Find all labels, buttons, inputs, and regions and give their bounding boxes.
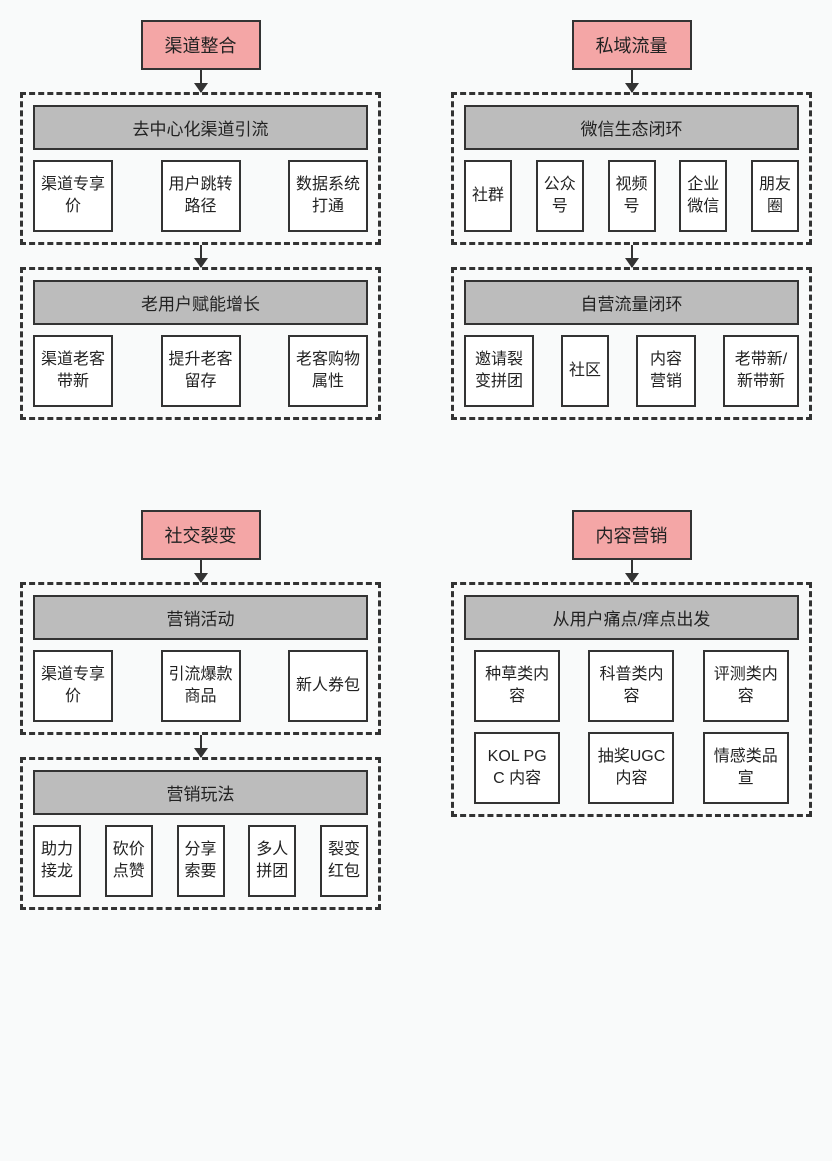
section-content-marketing: 内容营销 从用户痛点/痒点出发 种草类内容 科普类内容 评测类内容 KOL PG… — [451, 510, 812, 910]
item-box: 渠道老客带新 — [33, 335, 113, 407]
item-box: 抽奖UGC 内容 — [588, 732, 674, 804]
arrow-icon — [200, 245, 202, 267]
item-box: 评测类内容 — [703, 650, 789, 722]
item-box: 数据系统打通 — [288, 160, 368, 232]
panel-header: 老用户赋能增长 — [33, 280, 368, 325]
item-row: 渠道专享价 引流爆款商品 新人券包 — [33, 650, 368, 722]
item-row: 渠道专享价 用户跳转路径 数据系统打通 — [33, 160, 368, 232]
item-row: 渠道老客带新 提升老客留存 老客购物属性 — [33, 335, 368, 407]
panel: 自营流量闭环 邀请裂变拼团 社区 内容营销 老带新/新带新 — [451, 267, 812, 420]
panel: 老用户赋能增长 渠道老客带新 提升老客留存 老客购物属性 — [20, 267, 381, 420]
diagram-grid: 渠道整合 去中心化渠道引流 渠道专享价 用户跳转路径 数据系统打通 老用户赋能增… — [20, 20, 812, 910]
item-box: 助力接龙 — [33, 825, 81, 897]
title-box: 社交裂变 — [141, 510, 261, 560]
section-private-traffic: 私域流量 微信生态闭环 社群 公众号 视频号 企业微信 朋友圈 自营流量闭环 邀… — [451, 20, 812, 420]
item-box: 邀请裂变拼团 — [464, 335, 534, 407]
panel-header: 营销玩法 — [33, 770, 368, 815]
arrow-icon — [631, 70, 633, 92]
item-box: 内容营销 — [636, 335, 696, 407]
item-box: 老客购物属性 — [288, 335, 368, 407]
item-box: 社区 — [561, 335, 609, 407]
item-row: 助力接龙 砍价点赞 分享索要 多人拼团 裂变红包 — [33, 825, 368, 897]
item-box: 分享索要 — [177, 825, 225, 897]
item-box: KOL PGC 内容 — [474, 732, 560, 804]
item-row: 邀请裂变拼团 社区 内容营销 老带新/新带新 — [464, 335, 799, 407]
section-social-fission: 社交裂变 营销活动 渠道专享价 引流爆款商品 新人券包 营销玩法 助力接龙 砍价… — [20, 510, 381, 910]
item-row: 种草类内容 科普类内容 评测类内容 KOL PGC 内容 抽奖UGC 内容 情感… — [464, 650, 799, 804]
panel-header: 去中心化渠道引流 — [33, 105, 368, 150]
item-box: 视频号 — [608, 160, 656, 232]
title-box: 私域流量 — [572, 20, 692, 70]
item-box: 多人拼团 — [248, 825, 296, 897]
item-box: 砍价点赞 — [105, 825, 153, 897]
item-box: 用户跳转路径 — [161, 160, 241, 232]
panel-header: 从用户痛点/痒点出发 — [464, 595, 799, 640]
item-box: 公众号 — [536, 160, 584, 232]
panel-header: 自营流量闭环 — [464, 280, 799, 325]
item-box: 情感类品宣 — [703, 732, 789, 804]
arrow-icon — [200, 735, 202, 757]
arrow-icon — [200, 70, 202, 92]
item-box: 渠道专享价 — [33, 160, 113, 232]
section-channel-integration: 渠道整合 去中心化渠道引流 渠道专享价 用户跳转路径 数据系统打通 老用户赋能增… — [20, 20, 381, 420]
item-box: 裂变红包 — [320, 825, 368, 897]
item-box: 引流爆款商品 — [161, 650, 241, 722]
panel: 去中心化渠道引流 渠道专享价 用户跳转路径 数据系统打通 — [20, 92, 381, 245]
panel: 营销玩法 助力接龙 砍价点赞 分享索要 多人拼团 裂变红包 — [20, 757, 381, 910]
arrow-icon — [631, 560, 633, 582]
item-box: 社群 — [464, 160, 512, 232]
item-box: 提升老客留存 — [161, 335, 241, 407]
item-box: 科普类内容 — [588, 650, 674, 722]
item-box: 渠道专享价 — [33, 650, 113, 722]
arrow-icon — [200, 560, 202, 582]
arrow-icon — [631, 245, 633, 267]
item-box: 新人券包 — [288, 650, 368, 722]
panel-header: 营销活动 — [33, 595, 368, 640]
title-box: 渠道整合 — [141, 20, 261, 70]
item-box: 朋友圈 — [751, 160, 799, 232]
panel: 微信生态闭环 社群 公众号 视频号 企业微信 朋友圈 — [451, 92, 812, 245]
panel: 从用户痛点/痒点出发 种草类内容 科普类内容 评测类内容 KOL PGC 内容 … — [451, 582, 812, 817]
panel: 营销活动 渠道专享价 引流爆款商品 新人券包 — [20, 582, 381, 735]
item-box: 老带新/新带新 — [723, 335, 799, 407]
panel-header: 微信生态闭环 — [464, 105, 799, 150]
title-box: 内容营销 — [572, 510, 692, 560]
item-box: 种草类内容 — [474, 650, 560, 722]
item-box: 企业微信 — [679, 160, 727, 232]
item-row: 社群 公众号 视频号 企业微信 朋友圈 — [464, 160, 799, 232]
